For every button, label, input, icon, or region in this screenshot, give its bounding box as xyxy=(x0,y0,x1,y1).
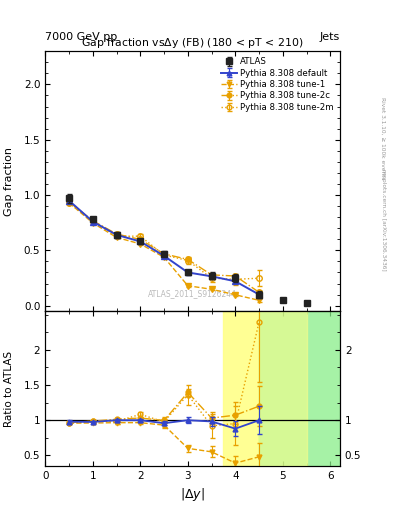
Text: Rivet 3.1.10, ≥ 100k events: Rivet 3.1.10, ≥ 100k events xyxy=(381,97,386,180)
Y-axis label: Ratio to ATLAS: Ratio to ATLAS xyxy=(4,351,14,426)
Legend: ATLAS, Pythia 8.308 default, Pythia 8.308 tune-1, Pythia 8.308 tune-2c, Pythia 8: ATLAS, Pythia 8.308 default, Pythia 8.30… xyxy=(220,55,336,114)
X-axis label: $|\Delta y|$: $|\Delta y|$ xyxy=(180,486,205,503)
Title: Gap fraction vs$\Delta$y (FB) (180 < pT < 210): Gap fraction vs$\Delta$y (FB) (180 < pT … xyxy=(81,36,304,50)
Text: ATLAS_2011_S9126244: ATLAS_2011_S9126244 xyxy=(148,289,237,298)
Y-axis label: Gap fraction: Gap fraction xyxy=(4,146,14,216)
Text: 7000 GeV pp: 7000 GeV pp xyxy=(45,32,118,42)
Text: mcplots.cern.ch [arXiv:1306.3436]: mcplots.cern.ch [arXiv:1306.3436] xyxy=(381,169,386,271)
Text: Jets: Jets xyxy=(320,32,340,42)
